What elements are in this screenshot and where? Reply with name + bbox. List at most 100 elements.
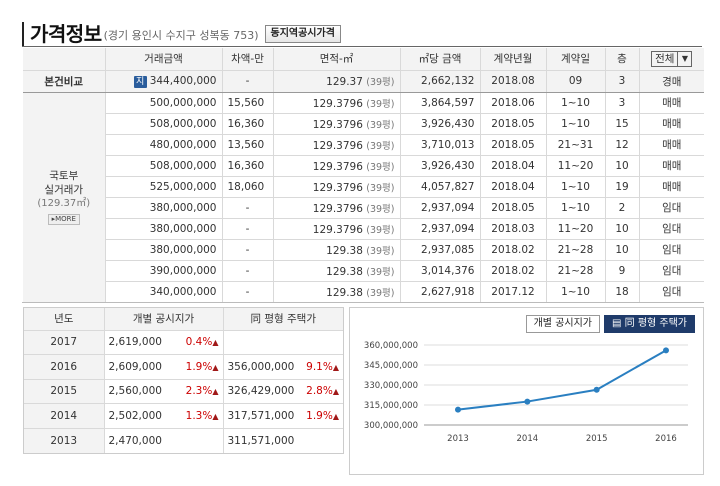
pyeong-value: (39평): [366, 98, 395, 110]
cell-house: 317,571,000 1.9%▲: [222, 403, 343, 429]
col-type-filter[interactable]: 전체 ▼: [638, 48, 704, 71]
land-value: 2,609,000: [108, 360, 162, 373]
up-arrow-icon: ▲: [332, 387, 339, 397]
col-amount: 거래금액: [104, 48, 222, 71]
series-line: [457, 349, 667, 411]
cell-day: 1~10: [545, 176, 605, 198]
price-row: 2017 2,619,000 0.4%▲: [24, 330, 343, 355]
table-row: 380,000,000-129.3796 (39평) 2,937,094 2018.…: [23, 197, 704, 219]
x-tick-label: 2014: [517, 434, 539, 444]
cell-type: 매매: [638, 92, 704, 114]
cell-ym: 2018.04: [479, 176, 546, 198]
cell-area: 129.38 (39평): [272, 260, 400, 282]
cell-floor: 10: [604, 239, 639, 261]
cell-diff: 13,560: [221, 134, 273, 156]
cell-land: 2,619,000 0.4%▲: [103, 330, 223, 355]
subject-day: 09: [545, 70, 605, 93]
col-house-price: 同 평형 주택가: [222, 308, 343, 331]
cell-diff: 16,360: [221, 155, 273, 177]
land-pct: 1.3%: [185, 409, 213, 422]
more-button[interactable]: ▸MORE: [47, 214, 80, 225]
land-value: 2,470,000: [108, 434, 162, 447]
nearby-price-button[interactable]: 동지역공시가격: [264, 25, 341, 43]
col-blank: [23, 48, 105, 71]
table-bottom-border: [22, 302, 704, 303]
area-value: 129.3796: [312, 139, 363, 152]
cell-amount: 508,000,000: [104, 113, 222, 135]
cell-house: 311,571,000: [222, 428, 343, 453]
cell-land: 2,502,000 1.3%▲: [103, 403, 223, 429]
cell-amount: 380,000,000: [104, 239, 222, 261]
cell-area: 129.3796 (39평): [272, 197, 400, 219]
cell-diff: 15,560: [221, 92, 273, 114]
table-header-row: 거래금액 차액-만 면적-㎡ ㎡당 금액 계약년월 계약일 층 전체 ▼: [23, 48, 704, 71]
area-value: 129.38: [326, 286, 363, 299]
data-point: [593, 386, 600, 393]
cell-area: 129.3796 (39평): [272, 113, 400, 135]
tab-land-price[interactable]: 개별 공시지가: [525, 315, 600, 333]
col-ym: 계약년월: [479, 48, 546, 71]
subject-per-m2: 2,662,132: [399, 70, 480, 93]
type-filter-select[interactable]: 전체 ▼: [651, 50, 693, 67]
chevron-down-icon[interactable]: ▼: [677, 51, 691, 66]
y-tick-label: 360,000,000: [364, 341, 418, 351]
area-value: 129.3796: [312, 160, 363, 173]
subject-area-cell: 129.37 (39평): [272, 70, 400, 93]
cell-day: 1~10: [545, 197, 605, 219]
cell-per-m2: 3,864,597: [399, 92, 480, 114]
y-tick-label: 345,000,000: [364, 361, 418, 371]
header-bar: [22, 22, 24, 46]
cell-amount: 390,000,000: [104, 260, 222, 282]
cell-per-m2: 2,627,918: [399, 281, 480, 303]
pyeong-value: (39평): [366, 266, 395, 278]
cell-land: 2,560,000 2.3%▲: [103, 379, 223, 404]
cell-type: 매매: [638, 176, 704, 198]
table-row: 380,000,000-129.3796 (39평) 2,937,094 2018.…: [23, 218, 704, 240]
table-row: 508,000,000 16,360 129.3796 (39평) 3,926,430…: [23, 113, 704, 135]
group-area: (129.37㎡): [37, 198, 91, 209]
price-line-chart: 360,000,000 345,000,000 330,000,000 315,000…: [364, 341, 688, 444]
cell-ym: 2018.04: [479, 155, 546, 177]
land-value: 2,560,000: [108, 385, 162, 398]
cell-floor: 18: [604, 281, 639, 303]
cell-ym: 2018.02: [479, 260, 546, 282]
group-label-1: 국토부: [49, 170, 79, 182]
cell-type: 임대: [638, 197, 704, 219]
tab-house-price[interactable]: ▤ 同 평형 주택가: [604, 315, 695, 333]
up-arrow-icon: ▲: [212, 338, 219, 348]
cell-amount: 480,000,000: [104, 134, 222, 156]
area-value: 129.3796: [312, 97, 363, 110]
cell-floor: 12: [604, 134, 639, 156]
up-arrow-icon: ▲: [332, 411, 339, 421]
price-header-row: 년도 개별 공시지가 同 평형 주택가: [24, 308, 343, 331]
table-row: 480,000,000 13,560 129.3796 (39평) 3,710,013…: [23, 134, 704, 156]
cell-type: 임대: [638, 260, 704, 282]
cell-amount: 340,000,000: [104, 281, 222, 303]
cell-ym: 2018.02: [479, 239, 546, 261]
pyeong-value: (39평): [366, 161, 395, 173]
cell-ym: 2018.03: [479, 218, 546, 240]
pyeong-value: (39평): [366, 119, 395, 131]
cell-diff: -: [221, 281, 273, 303]
house-pct: 2.8%: [306, 385, 333, 398]
cell-day: 1~10: [545, 92, 605, 114]
more-label: MORE: [55, 215, 76, 223]
subject-row: 본건비교 지 344,400,000 - 129.37 (39평) 2,662,1…: [23, 70, 704, 93]
cell-per-m2: 2,937,094: [399, 218, 480, 240]
transaction-table: 거래금액 차액-만 면적-㎡ ㎡당 금액 계약년월 계약일 층 전체 ▼ 본건비…: [23, 48, 704, 303]
y-tick-label: 300,000,000: [364, 421, 418, 431]
cell-amount: 500,000,000: [104, 92, 222, 114]
cell-type: 임대: [638, 239, 704, 261]
cell-day: 21~28: [545, 239, 605, 261]
data-point: [524, 398, 531, 405]
area-value: 129.3796: [312, 118, 363, 131]
header-divider: [22, 46, 702, 47]
cell-per-m2: 3,710,013: [399, 134, 480, 156]
pyeong-value: (39평): [366, 140, 395, 152]
subject-pyeong: (39평): [366, 77, 395, 88]
cell-amount: 380,000,000: [104, 197, 222, 219]
x-tick-label: 2013: [447, 434, 469, 444]
cell-year: 2016: [24, 354, 104, 380]
col-area: 면적-㎡: [272, 48, 400, 71]
data-point: [455, 406, 461, 413]
